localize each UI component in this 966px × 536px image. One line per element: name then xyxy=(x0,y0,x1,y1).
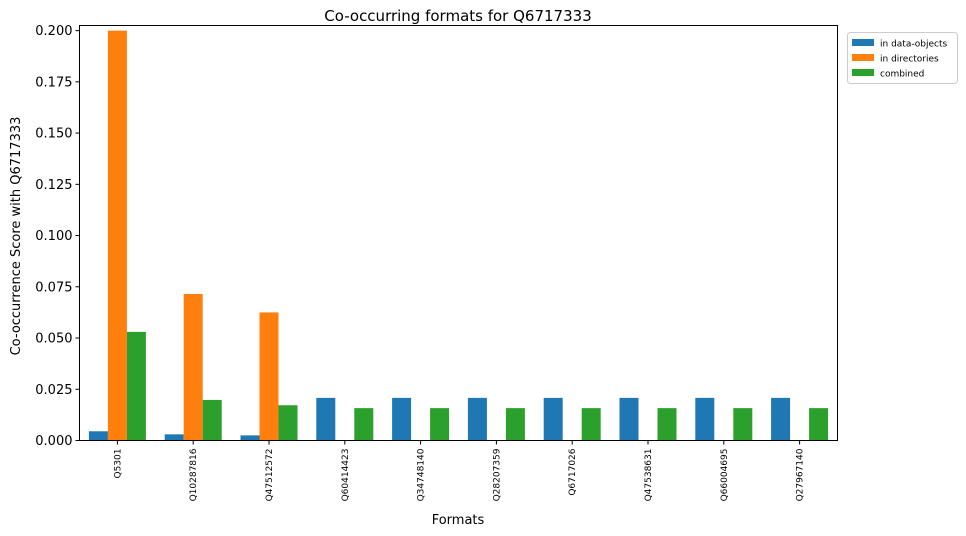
bar-in-directories-Q5301 xyxy=(107,30,127,441)
bar-combined-Q27967140 xyxy=(809,408,829,441)
bar-in-data-objects-Q47512572 xyxy=(240,435,260,441)
x-axis-label: Formats xyxy=(432,513,485,528)
x-tick-label: Q60414423 xyxy=(341,449,351,502)
bar-in-data-objects-Q27967140 xyxy=(771,397,791,441)
x-tick-label: Q47538631 xyxy=(644,449,654,502)
y-tick-label: 0.125 xyxy=(35,178,72,193)
bar-combined-Q47538631 xyxy=(657,408,677,441)
legend-label: in data-objects xyxy=(880,40,947,50)
y-tick-label: 0.150 xyxy=(35,127,72,142)
y-tick-label: 0.000 xyxy=(35,434,72,449)
bar-combined-Q6717026 xyxy=(581,408,601,441)
y-tick-label: 0.025 xyxy=(35,383,72,398)
bar-in-data-objects-Q66004695 xyxy=(695,397,715,441)
bar-in-directories-Q47512572 xyxy=(259,312,279,441)
y-tick-label: 0.100 xyxy=(35,229,72,244)
y-tick-label: 0.200 xyxy=(35,24,72,39)
y-axis-label: Co-occurrence Score with Q6717333 xyxy=(9,117,24,356)
bar-combined-Q47512572 xyxy=(278,405,298,441)
bar-in-data-objects-Q5301 xyxy=(88,431,108,441)
y-tick-label: 0.175 xyxy=(35,75,72,90)
legend-label: in directories xyxy=(880,55,939,65)
y-tick-label: 0.075 xyxy=(35,280,72,295)
bar-in-data-objects-Q6717026 xyxy=(543,397,563,441)
bar-in-directories-Q10287816 xyxy=(183,293,203,441)
legend-swatch xyxy=(852,69,874,76)
x-tick-label: Q27967140 xyxy=(796,448,806,501)
bar-in-data-objects-Q28207359 xyxy=(467,397,487,441)
bar-combined-Q10287816 xyxy=(202,399,222,441)
y-tick-label: 0.050 xyxy=(35,332,72,347)
bar-combined-Q66004695 xyxy=(733,408,753,441)
bar-in-data-objects-Q34748140 xyxy=(392,397,412,441)
bar-combined-Q5301 xyxy=(126,331,146,441)
legend-box xyxy=(847,32,958,84)
legend: in data-objects in directories combined xyxy=(847,32,958,84)
bar-in-data-objects-Q47538631 xyxy=(619,397,639,441)
x-tick-label: Q5301 xyxy=(113,449,123,479)
bar-in-data-objects-Q60414423 xyxy=(316,397,336,441)
bar-combined-Q34748140 xyxy=(430,408,450,441)
chart-title: Co-occurring formats for Q6717333 xyxy=(324,7,591,25)
bar-combined-Q28207359 xyxy=(505,408,525,441)
bar-in-data-objects-Q10287816 xyxy=(164,434,184,441)
legend-label: combined xyxy=(880,70,924,80)
legend-swatch xyxy=(852,39,874,46)
x-tick-label: Q47512572 xyxy=(265,449,275,502)
x-tick-label: Q6717026 xyxy=(568,448,578,495)
bar-combined-Q60414423 xyxy=(354,408,374,441)
plot-frame xyxy=(79,25,838,441)
x-tick-label: Q10287816 xyxy=(189,448,199,501)
x-axis-ticks: Q5301 Q10287816 Q47512572 Q60414423 Q3474814… xyxy=(113,440,806,502)
bars-layer xyxy=(88,30,829,441)
x-tick-label: Q66004695 xyxy=(720,449,730,502)
x-tick-label: Q34748140 xyxy=(417,448,427,501)
y-axis-ticks: 0.000 0.025 0.050 0.075 0.100 0.125 0.150 0.175… xyxy=(35,24,80,449)
x-tick-label: Q28207359 xyxy=(492,448,502,501)
legend-swatch xyxy=(852,54,874,61)
